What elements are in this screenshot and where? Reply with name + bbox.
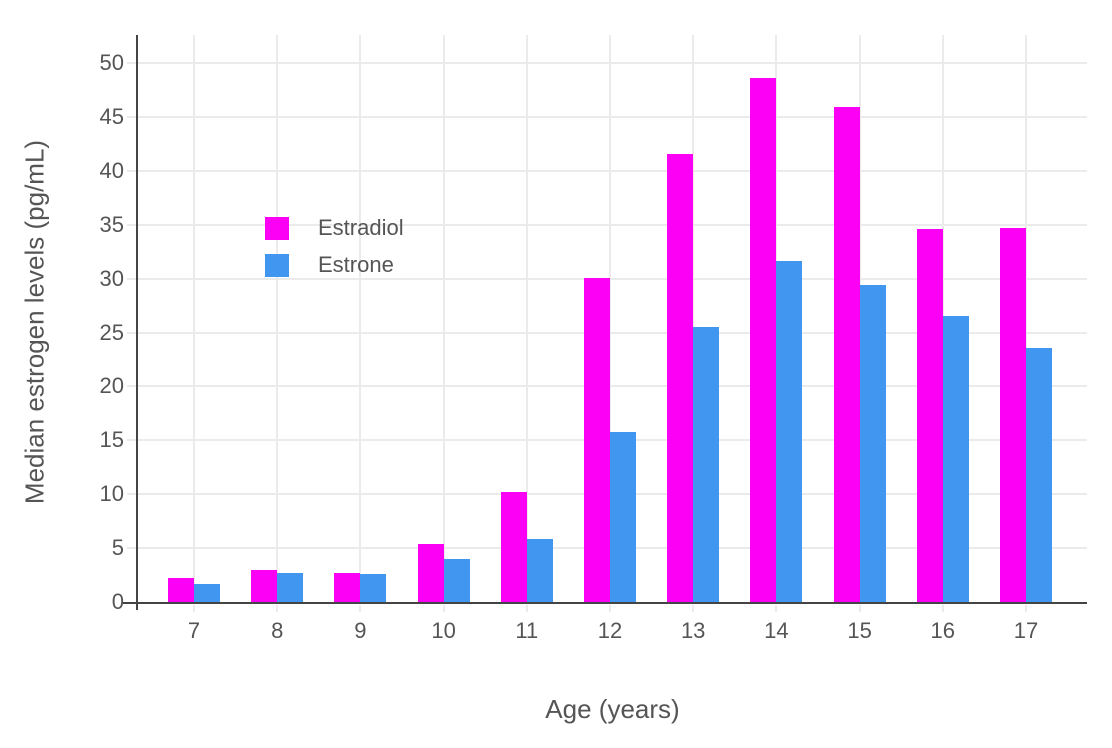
bar-estrone-age-16	[942, 316, 969, 602]
y-gridline-20	[138, 385, 1087, 388]
y-tick-label-30: 30	[99, 265, 124, 291]
bar-estrone-age-7	[194, 583, 220, 602]
x-tick-label-17: 17	[1013, 618, 1039, 643]
x-tick-mark-13	[692, 605, 695, 612]
bar-estradiol-age-17	[1000, 227, 1026, 602]
x-gridline-10	[442, 35, 445, 602]
x-tick-label-14: 14	[764, 618, 789, 643]
x-tick-mark-14	[775, 605, 778, 612]
bar-estrone-age-11	[526, 539, 553, 602]
x-tick-mark-15	[858, 605, 861, 612]
y-tick-label-15: 15	[99, 427, 124, 453]
y-gridline-45	[138, 115, 1087, 118]
y-tick-mark-50	[127, 62, 136, 65]
x-axis-line	[136, 602, 1087, 604]
y-tick-label-50: 50	[99, 50, 124, 76]
legend-item-estrone[interactable]: Estrone	[265, 250, 404, 280]
legend-swatch-estrone	[265, 253, 289, 277]
x-tick-mark-11	[525, 605, 528, 612]
bar-estrone-age-17	[1026, 347, 1052, 602]
x-gridline-8	[276, 35, 279, 602]
x-tick-label-8: 8	[271, 618, 284, 643]
x-tick-mark-8	[276, 605, 279, 612]
legend-item-estradiol[interactable]: Estradiol	[265, 213, 404, 243]
y-axis-zero-tick	[122, 602, 136, 604]
legend-label-estrone: Estrone	[318, 252, 394, 277]
x-tick-mark-16	[941, 605, 944, 612]
y-tick-mark-25	[127, 331, 136, 334]
y-gridline-25	[138, 331, 1087, 334]
bar-estrone-age-8	[277, 572, 304, 602]
y-tick-label-20: 20	[99, 373, 124, 399]
bar-estradiol-age-14	[750, 78, 777, 602]
y-gridline-40	[138, 169, 1087, 172]
x-gridline-7	[193, 35, 195, 602]
x-tick-label-9: 9	[354, 618, 367, 643]
y-tick-mark-10	[127, 493, 136, 496]
y-tick-label-40: 40	[99, 157, 124, 183]
y-tick-mark-30	[127, 277, 136, 280]
bar-estradiol-age-10	[417, 543, 444, 602]
x-tick-mark-7	[193, 605, 195, 612]
x-gridline-17	[1025, 35, 1027, 602]
bar-estradiol-age-16	[916, 229, 943, 602]
bar-estradiol-age-15	[833, 107, 860, 602]
x-gridline-9	[359, 35, 362, 602]
y-gridline-30	[138, 277, 1087, 280]
x-tick-mark-9	[359, 605, 362, 612]
x-tick-label-12: 12	[597, 618, 623, 643]
y-tick-mark-40	[127, 169, 136, 172]
x-tick-label-11: 11	[515, 618, 539, 643]
y-axis-line	[136, 35, 138, 610]
x-tick-label-10: 10	[431, 618, 456, 643]
y-tick-label-25: 25	[99, 319, 124, 345]
y-tick-label-35: 35	[99, 211, 124, 237]
x-gridline-11	[525, 35, 528, 602]
y-tick-mark-15	[127, 439, 136, 442]
y-tick-label-0: 0	[111, 589, 124, 614]
y-tick-label-10: 10	[99, 481, 124, 507]
y-tick-mark-45	[127, 115, 136, 118]
x-tick-label-13: 13	[680, 618, 706, 643]
bar-estrone-age-14	[776, 261, 803, 602]
bar-estradiol-age-12	[584, 277, 610, 602]
y-tick-mark-20	[127, 385, 136, 388]
bar-estrone-age-9	[360, 573, 387, 602]
x-axis-title: Age (years)	[545, 694, 680, 724]
x-gridline-12	[609, 35, 611, 602]
bar-estrone-age-13	[693, 327, 720, 602]
x-gridline-13	[692, 35, 695, 602]
bar-estradiol-age-9	[334, 572, 361, 602]
legend-label-estradiol: Estradiol	[318, 215, 404, 240]
y-tick-mark-35	[127, 223, 136, 226]
y-tick-label-45: 45	[99, 103, 124, 129]
legend: Estradiol Estrone	[265, 213, 404, 287]
x-tick-mark-17	[1025, 605, 1027, 612]
x-tick-label-7: 7	[187, 618, 201, 643]
y-tick-label-5: 5	[111, 535, 124, 561]
y-axis-title: Median estrogen levels (pg/mL)	[19, 139, 50, 505]
y-gridline-35	[138, 223, 1087, 226]
bar-estradiol-age-13	[667, 153, 694, 602]
plot-area	[138, 35, 1087, 602]
bar-estrone-age-10	[443, 558, 470, 602]
bar-estradiol-age-11	[500, 492, 527, 602]
x-tick-mark-10	[442, 605, 445, 612]
legend-swatch-estradiol	[265, 216, 289, 240]
bar-estrone-age-15	[859, 285, 886, 602]
bar-estradiol-age-7	[168, 578, 194, 602]
x-tick-label-16: 16	[930, 618, 956, 643]
bar-estradiol-age-8	[251, 569, 278, 602]
y-gridline-50	[138, 62, 1087, 65]
y-tick-mark-5	[127, 547, 136, 550]
x-tick-mark-12	[609, 605, 611, 612]
x-tick-label-15: 15	[847, 618, 872, 643]
bar-estrone-age-12	[610, 431, 636, 602]
